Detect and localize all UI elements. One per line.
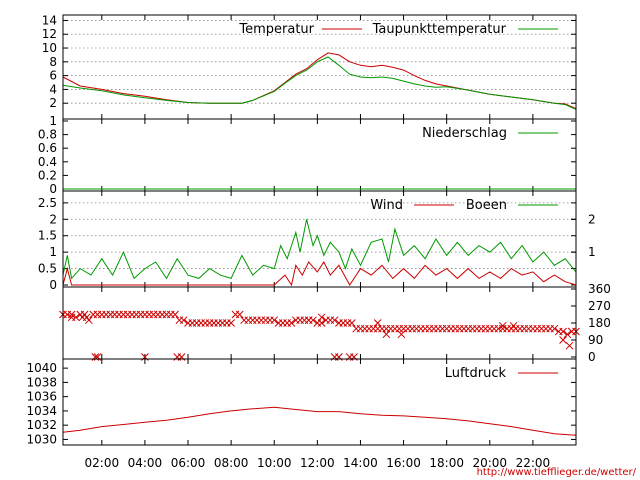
right-tick-label: 360 xyxy=(588,282,611,296)
y-tick-label: 0 xyxy=(49,182,57,196)
right-tick-label: 0 xyxy=(588,350,596,364)
y-tick-label: 2.5 xyxy=(38,196,57,210)
direction-point xyxy=(270,316,279,325)
panel-frame xyxy=(62,286,577,360)
series-line-luftdruck xyxy=(62,406,577,436)
series-line-boeen xyxy=(62,219,577,280)
y-tick-label: 4 xyxy=(49,82,57,96)
y-tick-label: 10 xyxy=(42,41,57,55)
panel-wind: 0 0.5 1 1.5 2 2.5 1 2 Wind Boeen xyxy=(38,190,596,292)
x-tick-label: 06:00 xyxy=(171,456,206,470)
y-tick-label: 2 xyxy=(49,96,57,110)
x-axis-ticks: 02:00 04:00 06:00 08:00 10:00 12:00 14:00 16:00… xyxy=(85,456,551,470)
y-tick-label: 0.6 xyxy=(38,141,57,155)
direction-point xyxy=(179,316,188,325)
direction-point xyxy=(559,336,567,344)
panel-precipitation: 00.20.40.60.81 Niederschlag xyxy=(38,114,577,196)
legend-label: Boeen xyxy=(466,198,507,213)
x-tick-label: 08:00 xyxy=(214,456,249,470)
direction-point xyxy=(397,330,406,339)
y-tick-label: 2 xyxy=(49,212,57,226)
direction-point xyxy=(171,310,179,319)
y-tick-label: 1 xyxy=(49,245,57,259)
y-tick-label: 1030 xyxy=(26,432,57,446)
direction-point xyxy=(67,313,76,322)
x-tick-label: 12:00 xyxy=(300,456,335,470)
y-tick-label: 0.8 xyxy=(38,128,57,142)
y-tick-label: 0 xyxy=(49,278,57,292)
x-tick-label: 10:00 xyxy=(257,456,292,470)
direction-point xyxy=(317,313,326,322)
direction-point xyxy=(565,341,574,350)
panel-wind_direction: 0 90 180 270 360 xyxy=(59,282,611,364)
legend-label: Wind xyxy=(370,198,403,213)
direction-point xyxy=(559,327,567,336)
source-url: http://www.tiefflieger.de/wetter/ xyxy=(477,467,637,478)
y-tick-label: 1036 xyxy=(26,390,57,404)
y-tick-label: 1038 xyxy=(26,375,57,389)
direction-point xyxy=(67,310,76,319)
x-tick-label: 22:00 xyxy=(516,456,551,470)
direction-point xyxy=(317,319,326,327)
y-tick-label: 1 xyxy=(49,114,57,128)
y-tick-label: 1032 xyxy=(26,418,57,432)
panel-frame xyxy=(62,358,577,446)
right-tick-label: 1 xyxy=(588,245,596,259)
x-tick-label: 04:00 xyxy=(128,456,163,470)
right-tick-label: 2 xyxy=(588,212,596,226)
direction-point xyxy=(563,330,572,339)
x-tick-label: 20:00 xyxy=(472,456,507,470)
direction-point xyxy=(330,316,339,325)
x-tick-label: 18:00 xyxy=(429,456,464,470)
legend-label: Luftdruck xyxy=(445,366,507,381)
legend-label: Taupunkttemperatur xyxy=(372,22,507,37)
direction-point xyxy=(82,313,91,322)
x-tick-label: 14:00 xyxy=(343,456,378,470)
legend-label: Niederschlag xyxy=(422,126,507,141)
y-tick-label: 12 xyxy=(42,27,57,41)
y-tick-label: 1040 xyxy=(26,361,57,375)
y-tick-label: 0.5 xyxy=(38,262,57,276)
right-tick-label: 90 xyxy=(588,333,603,347)
y-tick-label: 6 xyxy=(49,69,57,83)
direction-point xyxy=(304,316,313,325)
direction-point xyxy=(227,319,235,327)
direction-point xyxy=(287,319,296,327)
y-tick-label: 14 xyxy=(42,13,57,27)
direction-point xyxy=(235,310,244,319)
right-tick-label: 270 xyxy=(588,299,611,313)
legend-label: Temperatur xyxy=(238,22,314,37)
x-tick-label: 16:00 xyxy=(386,456,421,470)
series-line-wind xyxy=(62,260,577,287)
direction-point xyxy=(550,324,559,333)
direction-point xyxy=(509,321,518,330)
y-tick-label: 8 xyxy=(49,55,57,69)
series-line-taupunkttemperatur xyxy=(62,56,577,110)
direction-point xyxy=(498,321,507,330)
right-tick-label: 180 xyxy=(588,316,611,330)
x-tick-label: 02:00 xyxy=(85,456,120,470)
direction-point xyxy=(347,319,356,327)
y-tick-label: 1034 xyxy=(26,404,57,418)
y-tick-label: 1.5 xyxy=(38,229,57,243)
y-tick-label: 0.4 xyxy=(38,155,57,169)
y-tick-label: 0.2 xyxy=(38,168,57,182)
direction-point xyxy=(382,330,391,339)
direction-point xyxy=(373,319,382,327)
